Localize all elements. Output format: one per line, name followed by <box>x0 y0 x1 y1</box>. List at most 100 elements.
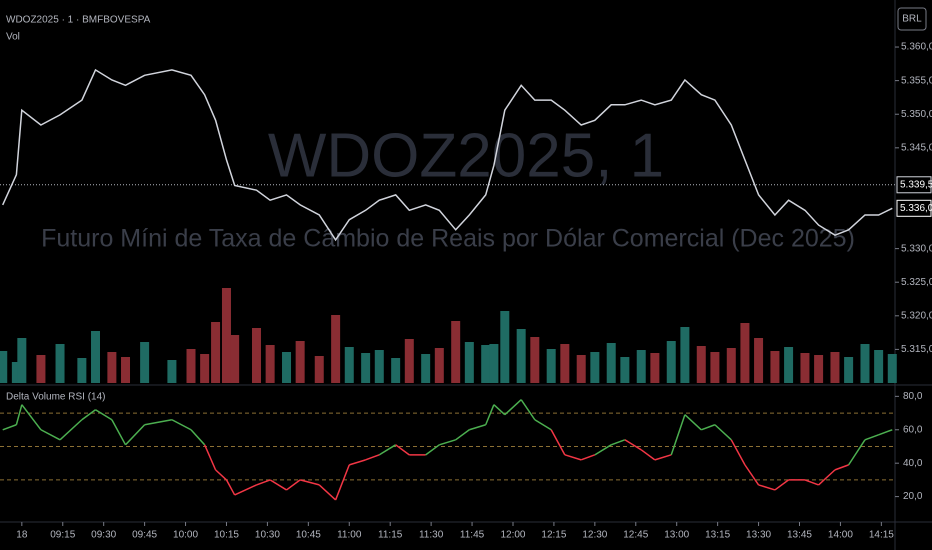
volume-bar <box>680 327 690 383</box>
volume-bar <box>314 356 324 383</box>
y-tick-label: 5.320,0 <box>901 310 932 321</box>
y-tick-label: 5.360,0 <box>901 42 932 53</box>
volume-bar <box>800 353 810 383</box>
volume-bar <box>0 351 8 383</box>
currency-label[interactable]: BRL <box>902 14 922 25</box>
rsi-segment <box>640 449 656 461</box>
rsi-segment <box>286 479 301 491</box>
volume-bar <box>710 352 720 383</box>
watermark-subtitle: Futuro Míni de Taxa de Câmbio de Reais p… <box>41 225 855 253</box>
volume-bar <box>770 351 780 383</box>
rsi-segment <box>203 444 217 471</box>
volume-bar <box>374 350 384 383</box>
volume-bar <box>200 354 210 383</box>
volume-bar <box>107 352 117 383</box>
currency-box[interactable] <box>897 7 927 31</box>
rsi-segment <box>878 429 893 436</box>
volume-bar <box>784 347 794 383</box>
volume-bar <box>221 288 231 383</box>
rsi-segment <box>550 429 566 456</box>
rsi-segment <box>847 439 866 466</box>
rsi-segment <box>534 419 552 431</box>
volume-bar <box>696 346 706 383</box>
volume-bar <box>282 352 292 383</box>
rsi-segment <box>564 454 582 461</box>
reference-label: 5.339,5 <box>900 179 932 190</box>
rsi-segment <box>425 444 440 456</box>
volume-label: Vol <box>6 32 20 43</box>
rsi-segment <box>580 454 596 461</box>
y-tick-label: 5.345,0 <box>901 142 932 153</box>
x-tick-label: 10:45 <box>296 530 321 541</box>
y-tick-label: 60,0 <box>903 424 923 435</box>
rsi-segment <box>395 444 410 456</box>
volume-bar <box>844 357 854 383</box>
x-tick-label: 14:15 <box>869 530 894 541</box>
reference-label-box <box>896 176 932 194</box>
volume-bar <box>590 352 600 383</box>
rsi-segment <box>171 419 192 431</box>
rsi-segment <box>40 429 61 441</box>
volume-bar <box>874 350 884 383</box>
volume-bar <box>489 344 499 383</box>
rsi-segment <box>299 479 320 486</box>
rsi-segment <box>21 404 42 431</box>
volume-bar <box>211 322 221 383</box>
rsi-segment <box>701 424 716 431</box>
volume-bar <box>404 339 414 383</box>
rsi-segment <box>59 419 83 441</box>
volume-bar <box>740 323 750 383</box>
y-tick-label: 5.355,0 <box>901 75 932 86</box>
rsi-segment <box>318 484 337 501</box>
volume-bar <box>434 348 444 383</box>
indicator-title: Delta Volume RSI (14) <box>6 392 106 403</box>
x-tick-label: 11:45 <box>460 530 485 541</box>
x-tick-label: 09:15 <box>50 530 75 541</box>
last-price-label: 5.336,0 <box>900 203 932 214</box>
volume-bar <box>11 362 21 383</box>
rsi-segment <box>225 479 236 496</box>
rsi-segment <box>190 429 206 446</box>
rsi-segment <box>234 484 257 496</box>
x-tick-label: 18 <box>16 530 28 541</box>
volume-bar <box>860 344 870 383</box>
y-tick-label: 5.325,0 <box>901 277 932 288</box>
rsi-segment <box>684 414 702 431</box>
volume-bar <box>91 331 101 383</box>
rsi-segment <box>111 419 127 446</box>
volume-bar <box>636 350 646 383</box>
rsi-segment <box>439 439 456 446</box>
rsi-segment <box>378 444 397 456</box>
volume-bar <box>726 348 736 383</box>
volume-bar <box>606 343 616 383</box>
rsi-segment <box>864 434 879 441</box>
rsi-segment <box>654 454 672 461</box>
volume-bar <box>830 352 840 383</box>
rsi-segment <box>485 404 495 426</box>
rsi-segment <box>215 469 227 481</box>
volume-bar <box>265 345 275 383</box>
volume-bar <box>361 353 371 383</box>
volume-bar <box>576 355 586 383</box>
rsi-segment <box>818 469 836 486</box>
y-tick-label: 5.330,0 <box>901 243 932 254</box>
last-price-box <box>896 199 932 217</box>
rsi-segment <box>2 424 17 431</box>
rsi-segment <box>520 399 536 421</box>
rsi-segment <box>624 439 642 451</box>
volume-bar <box>620 357 630 383</box>
volume-bar <box>36 355 46 383</box>
volume-bar <box>344 347 354 383</box>
volume-bar <box>666 341 676 383</box>
volume-bar <box>391 358 401 383</box>
x-tick-label: 12:30 <box>582 530 607 541</box>
y-tick-label: 5.350,0 <box>901 109 932 120</box>
volume-bar <box>55 344 65 383</box>
rsi-segment <box>834 464 849 471</box>
rsi-segment <box>670 414 686 456</box>
symbol-label: WDOZ2025 · 1 · BMFBOVESPA <box>6 15 151 26</box>
rsi-segment <box>95 409 113 421</box>
volume-bar <box>516 329 526 383</box>
x-tick-label: 11:15 <box>378 530 403 541</box>
